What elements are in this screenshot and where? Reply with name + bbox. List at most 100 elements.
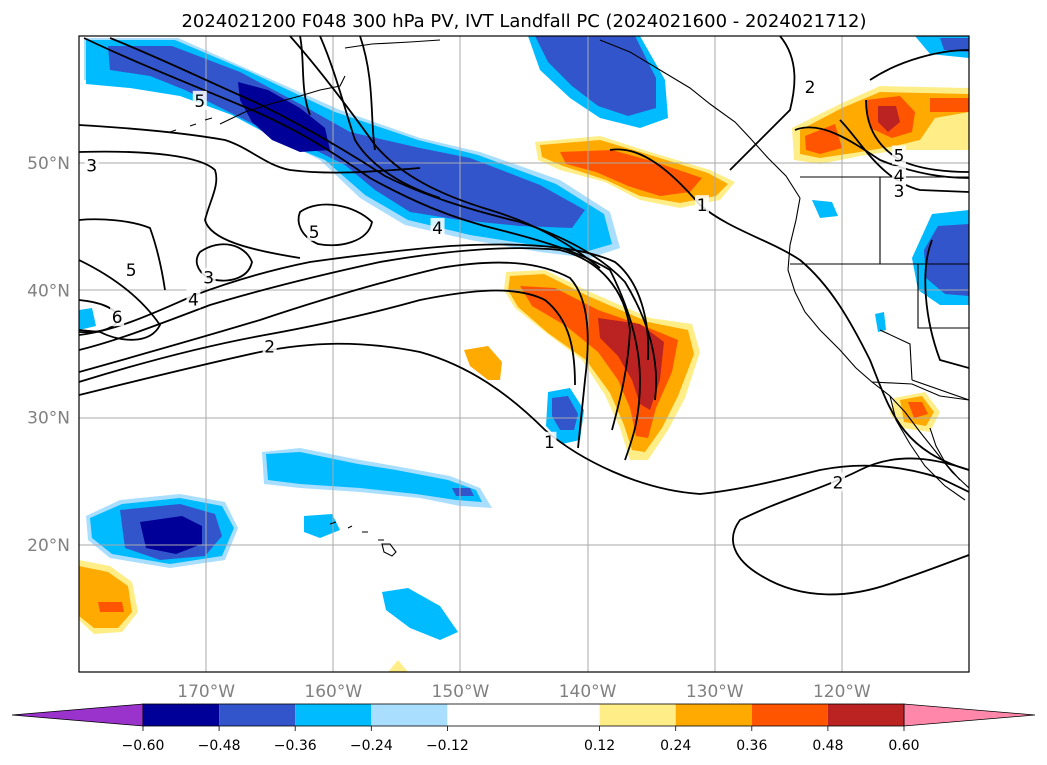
contour-label-bg <box>192 90 207 110</box>
colorbar-segment <box>599 704 676 726</box>
colorbar-tick-label: −0.60 <box>122 738 165 754</box>
coast-alaska <box>219 39 801 199</box>
colorbar-segment <box>751 704 828 726</box>
coast-mexico-border <box>871 381 969 401</box>
lon-tick-label: 130°W <box>686 682 744 702</box>
colorbar-segment <box>371 704 448 726</box>
shade-cyan-south-hawaii <box>382 588 458 640</box>
contour-label-bg <box>186 289 201 309</box>
graticule <box>79 36 969 672</box>
colorbar-tick-label: 0.36 <box>736 738 767 754</box>
shade-nevada-cyan <box>875 312 886 332</box>
contour-label-bg <box>803 76 818 96</box>
colorbar-tick-label: −0.48 <box>198 738 241 754</box>
contour-label-bg <box>831 472 846 492</box>
contour-label: 2 <box>264 337 275 357</box>
coast-westus <box>787 197 969 489</box>
contour-label: 2 <box>833 473 844 493</box>
contour-label-bg <box>695 195 709 215</box>
contour-pv-jet-1 <box>83 37 641 461</box>
contour-pv-5a <box>79 259 162 341</box>
pv-contours <box>79 36 969 596</box>
shade-blob-orange-mid <box>464 346 502 380</box>
shade-baja-red <box>908 402 928 418</box>
shade-alaska-blue <box>535 36 656 116</box>
contour-pv-jet-3 <box>289 36 601 269</box>
contour-pv-loop-5 <box>297 203 373 247</box>
contour-pv-4a <box>79 243 650 361</box>
colorbar-segment <box>447 704 600 726</box>
contour-pv-loop-3 <box>195 243 253 282</box>
contour-label-bg <box>430 218 445 238</box>
lon-tick-label: 170°W <box>177 682 235 702</box>
colorbar-segment <box>143 704 220 726</box>
contour-pv-north-3 <box>79 218 166 291</box>
contour-label: 5 <box>194 92 205 112</box>
colorbar-segment <box>827 704 904 726</box>
contour-pv-east-2 <box>729 36 796 171</box>
contour-label-bg <box>892 165 907 185</box>
contour-label: 3 <box>894 182 905 202</box>
shade-west-edge-cyan <box>79 308 96 330</box>
contour-pv-jet-5 <box>359 36 376 151</box>
contour-label-bg <box>110 307 125 327</box>
contour-label-bg <box>307 221 322 241</box>
lat-tick-label: 50°N <box>27 154 70 174</box>
shade-canada-red-3 <box>930 98 969 112</box>
colorbar-extend-low <box>11 703 144 727</box>
map-title: 2024021200 F048 300 hPa PV, IVT Landfall… <box>181 11 866 32</box>
contour-pv-north-1 <box>79 124 421 174</box>
contour-pv-east-5 <box>794 126 969 179</box>
contour-pv-east-1 <box>609 148 969 471</box>
lon-tick-label: 160°W <box>304 682 362 702</box>
contour-pv-2a <box>79 261 589 449</box>
contour-label-bg <box>892 145 907 165</box>
colorbar-segment <box>295 704 372 726</box>
colorbar-tick-label: 0.60 <box>888 738 919 754</box>
contour-label-bg <box>201 267 216 287</box>
contour-label: 4 <box>894 167 905 187</box>
colorbar-tick-labels: −0.60 −0.48 −0.36 −0.24 −0.12 0.12 0.24 0.36 0.4… <box>122 726 920 754</box>
contour-label: 3 <box>86 157 97 177</box>
contour-label: 2 <box>805 78 816 98</box>
contour-pv-jet-2 <box>109 37 658 401</box>
colorbar-tick-label: −0.12 <box>426 738 469 754</box>
contour-label: 5 <box>309 223 320 243</box>
shade-bottom-yellow <box>388 660 408 672</box>
lat-tick-label: 30°N <box>27 409 70 429</box>
longitude-tick-labels: 170°W 160°W 150°W 140°W 130°W 120°W <box>177 682 871 702</box>
lat-tick-label: 20°N <box>27 536 70 556</box>
coastlines <box>169 39 969 557</box>
contour-label: 5 <box>894 147 905 167</box>
latitude-tick-labels: 20°N 30°N 40°N 50°N <box>27 154 70 556</box>
shade-small-cyan-ne <box>812 200 838 218</box>
contour-pv-north-2 <box>79 150 301 259</box>
shade-canada-darkred <box>878 106 900 132</box>
shade-canada-red <box>805 124 842 154</box>
lon-tick-label: 150°W <box>432 682 490 702</box>
colorbar-tick-label: 0.12 <box>584 738 615 754</box>
colorbar-segment <box>675 704 752 726</box>
border-states <box>790 177 969 401</box>
shade-sw-red <box>98 602 124 612</box>
contour-label: 4 <box>188 290 199 310</box>
lon-tick-label: 120°W <box>813 682 871 702</box>
contour-pv-south-2 <box>732 457 969 596</box>
shade-interior-blue <box>924 224 969 296</box>
shade-sw-orange <box>79 566 132 628</box>
contour-pv-jet-4 <box>319 36 441 199</box>
contour-label-bg <box>542 431 557 451</box>
islands-hawaii <box>329 521 397 557</box>
map-frame <box>78 35 970 673</box>
contour-pv-3a <box>79 247 631 431</box>
lon-tick-label: 140°W <box>559 682 617 702</box>
contour-label: 1 <box>544 433 555 453</box>
contour-label: 1 <box>697 196 708 216</box>
colorbar-tick-label: 0.24 <box>660 738 691 754</box>
contour-label: 3 <box>203 269 214 289</box>
shade-hawaii-cyan <box>266 452 482 502</box>
shade-aleutian-blue <box>108 46 585 228</box>
colorbar-extend-high <box>903 703 1036 727</box>
